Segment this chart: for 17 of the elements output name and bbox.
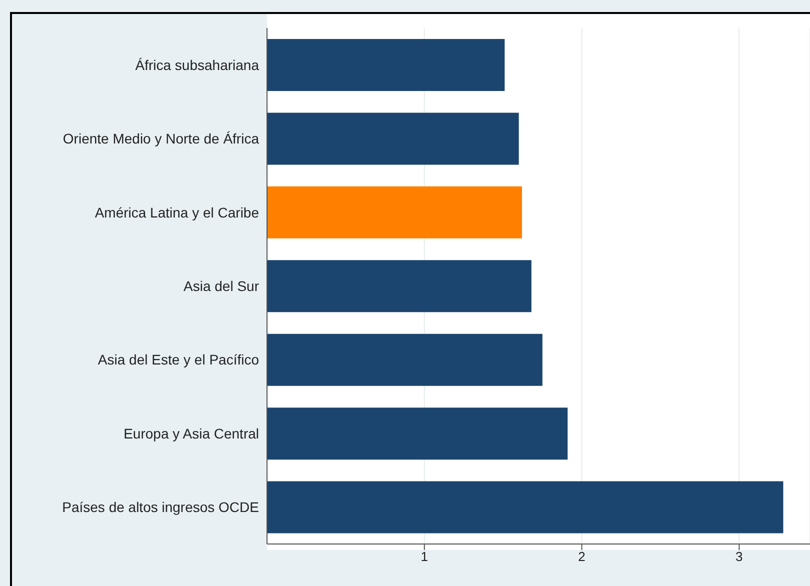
y-tick-label: África subsahariana	[135, 56, 260, 73]
bar	[267, 186, 522, 238]
x-tick-label: 1	[420, 549, 428, 564]
y-tick-label: Asia del Este y el Pacífico	[98, 352, 260, 368]
bar	[267, 408, 568, 460]
bar	[267, 39, 505, 91]
bar	[267, 334, 542, 386]
bar	[267, 260, 532, 312]
x-tick-label: 2	[578, 549, 586, 564]
bar	[267, 481, 784, 534]
y-tick-label: América Latina y el Caribe	[94, 204, 260, 220]
y-tick-label: Europa y Asia Central	[124, 425, 259, 442]
y-tick-label: Asia del Sur	[184, 278, 260, 294]
x-tick-label: 3	[736, 549, 743, 564]
y-tick-label: Oriente Medio y Norte de África	[62, 130, 260, 147]
y-tick-label: Países de altos ingresos OCDE	[62, 499, 259, 516]
bar	[267, 112, 519, 165]
